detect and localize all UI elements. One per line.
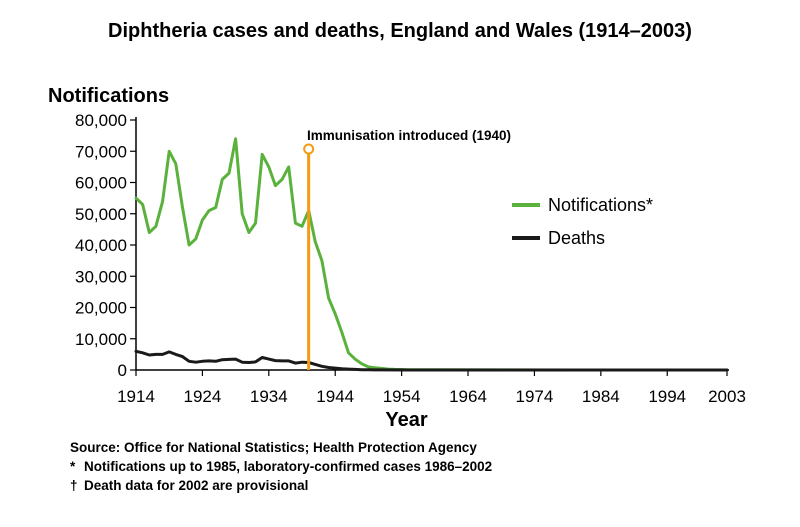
x-tick-label: 1934 [250, 387, 288, 406]
legend-deaths-label: Deaths [548, 228, 605, 248]
x-tick-label: 1944 [316, 387, 354, 406]
line-chart: 0 10,000 20,000 30,000 40,000 50,000 60,000 70,… [48, 85, 746, 431]
dagger-symbol: † [70, 478, 78, 493]
footnote-source-text: Source: Office for National Statistics; … [70, 440, 477, 455]
asterisk-symbol: * [70, 459, 76, 474]
notifications-series-line [134, 137, 729, 372]
x-tick-label: 2003 [708, 387, 746, 406]
legend-notifications-label: Notifications* [548, 195, 653, 215]
y-tick-label: 30,000 [75, 267, 127, 286]
x-axis-title: Year [385, 409, 427, 431]
x-tick-label: 1974 [516, 387, 554, 406]
y-tick-label: 50,000 [75, 205, 127, 224]
y-tick-label: 80,000 [75, 111, 127, 130]
y-tick-label: 70,000 [75, 142, 127, 161]
footnote-source: Source: Office for National Statistics; … [70, 438, 492, 457]
y-tick-label: 60,000 [75, 174, 127, 193]
y-tick-label: 10,000 [75, 330, 127, 349]
y-axis-title: Notifications [48, 85, 169, 107]
y-tick-label: 0 [118, 361, 127, 380]
immunisation-marker-dot [303, 143, 315, 155]
footnote-deaths: † Death data for 2002 are provisional [70, 476, 492, 495]
chart-title: Diphtheria cases and deaths, England and… [108, 20, 692, 42]
footnotes: Source: Office for National Statistics; … [70, 438, 492, 495]
x-tick-label: 1984 [582, 387, 620, 406]
annotation-label: Immunisation introduced (1940) [307, 128, 511, 143]
deaths-series-line [134, 349, 729, 372]
x-tick-label: 1954 [383, 387, 421, 406]
y-tick-label: 20,000 [75, 299, 127, 318]
x-tick-label: 1914 [117, 387, 155, 406]
x-tick-label: 1964 [449, 387, 487, 406]
footnote-deaths-text: Death data for 2002 are provisional [84, 478, 309, 493]
y-tick-label: 40,000 [75, 236, 127, 255]
footnote-notifications-text: Notifications up to 1985, laboratory-con… [84, 459, 493, 474]
x-tick-label: 1924 [183, 387, 221, 406]
footnote-notifications: * Notifications up to 1985, laboratory-co… [70, 457, 492, 476]
x-tick-label: 1994 [648, 387, 686, 406]
